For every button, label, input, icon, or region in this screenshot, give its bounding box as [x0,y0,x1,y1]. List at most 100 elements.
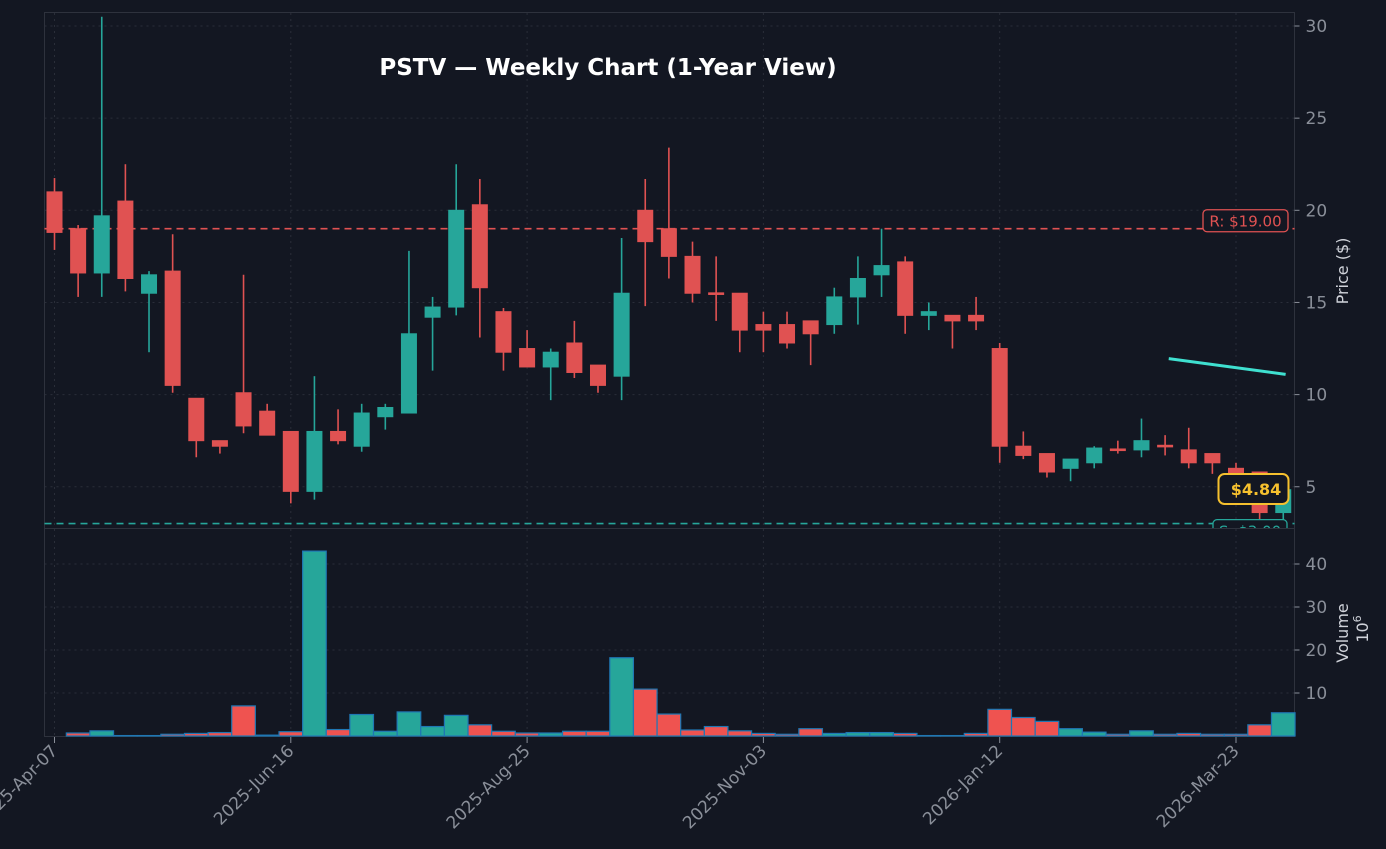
candle [542,348,559,401]
candle-body [1038,453,1055,473]
candle [353,403,370,452]
candle-body [93,215,110,274]
volume-bar [609,657,635,737]
candle-body [448,209,465,308]
volume-axis: 10 20 30 40 [1294,555,1328,704]
volume-bar [1058,728,1083,737]
candle [779,311,796,349]
volume-bar [750,732,776,737]
candle-body [802,320,819,335]
candle [495,307,512,371]
candle [1133,418,1150,458]
volume-bar [207,731,233,737]
volume-bar [892,732,918,737]
candle [1038,453,1055,478]
candle-body [849,277,866,298]
candle-body [944,314,961,322]
volume-tick-label: 40 [1306,555,1328,575]
trendline-segment [1168,357,1286,376]
candle-body [424,306,441,318]
volume-bar [325,728,351,737]
candle-body [400,333,417,414]
volume-bar [491,730,516,737]
volume-bar [632,688,658,737]
volume-bar [869,731,894,737]
candle-body [684,255,701,294]
volume-bar [963,732,989,737]
volume-bar [514,732,540,737]
volume-bar [656,713,682,737]
volume-bar [774,733,800,737]
candle [566,320,583,379]
candle [826,287,843,334]
volume-axis-title: Volume [1333,603,1352,663]
resistance-label: R: $19.00 [1202,209,1289,233]
candle [141,271,158,353]
candle-body [211,440,228,447]
volume-bar [65,732,91,737]
candle [70,225,87,297]
last-price-text: $4.84 [1231,480,1282,499]
volume-bar [987,708,1013,737]
candle-body [731,292,748,331]
candlestick-series [46,16,1292,524]
candle [920,302,937,331]
candle [1062,458,1079,482]
volume-bar [703,725,729,737]
volume-bar [680,729,705,737]
last-price-box [1217,473,1290,505]
candle-body [708,292,725,295]
candle [471,178,488,338]
candle-body [353,412,370,447]
volume-bar [1010,716,1036,737]
candle-body [1062,458,1079,469]
candle [849,256,866,325]
volume-bar [1105,733,1131,737]
candle-body [613,292,630,377]
volume-bar [1199,733,1225,737]
volume-bar [1152,733,1178,737]
candle-body [471,204,488,289]
candle-body [897,261,914,316]
volume-bar [1223,733,1249,737]
volume-bar [396,711,422,737]
candle [1086,446,1103,469]
price-tick-label: 15 [1306,293,1328,313]
volume-bar [349,713,375,737]
candle-body [968,314,985,322]
candle [282,430,299,504]
volume-bar [845,731,871,737]
candle [897,256,914,334]
candle [330,409,347,445]
volume-bar [1247,724,1273,737]
price-tick-label: 5 [1306,478,1317,498]
volume-bar [538,732,564,737]
support-label-text: S: $3.00 [1219,523,1281,541]
volume-bar [254,734,280,737]
candle [589,364,606,393]
candle-body [235,392,252,427]
volume-bar [89,730,115,737]
volume-bar [278,731,304,737]
support-label-box [1212,518,1288,528]
candle-body [188,397,205,442]
candle [708,256,725,321]
resistance-label-box [1202,209,1289,233]
level-labels: R: $19.00 S: $3.00 $4.84 [1202,209,1290,541]
volume-grid [44,563,1295,694]
candle [991,342,1008,463]
volume-bar [372,730,398,737]
candle-body [1086,447,1103,464]
volume-bar [467,724,493,737]
price-tick-label: 20 [1306,201,1328,221]
volume-bar [798,728,824,737]
volume-bar [561,730,587,737]
price-tick-label: 25 [1306,109,1328,129]
candle [519,330,536,368]
candle-body [306,430,323,492]
candle-body [1109,448,1126,452]
volume-tick-label: 30 [1306,598,1328,618]
candle-body [991,348,1008,447]
